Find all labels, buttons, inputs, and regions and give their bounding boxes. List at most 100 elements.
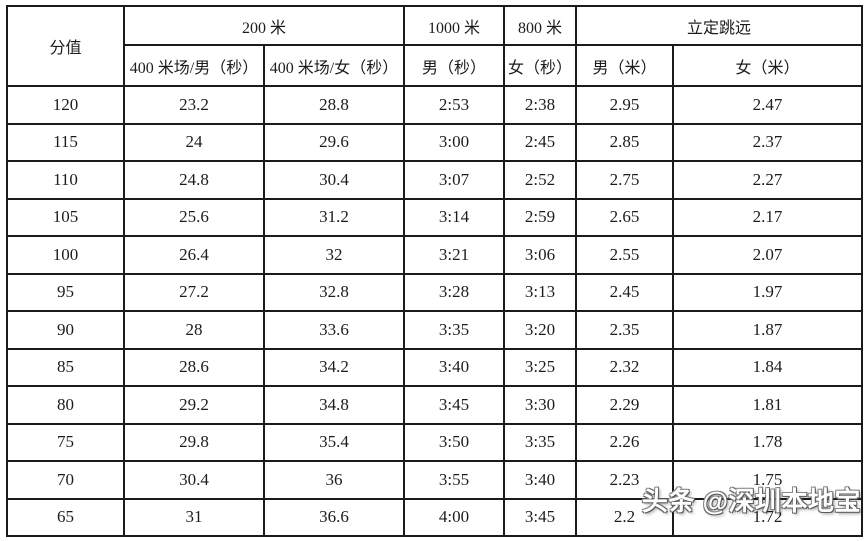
- table-row: 65 31 36.6 4:00 3:45 2.2 1.72: [6, 497, 864, 537]
- value-cell: 33.6: [262, 310, 406, 350]
- value-cell: 24: [123, 122, 265, 162]
- value-cell: 2.2: [575, 497, 675, 537]
- header-800m-female: 女（秒）: [503, 44, 578, 87]
- table-row: 90 28 33.6 3:35 3:20 2.35 1.87: [6, 310, 864, 350]
- header-group-800m: 800 米: [503, 5, 578, 46]
- score-cell: 75: [6, 422, 125, 462]
- score-cell: 80: [6, 385, 125, 425]
- value-cell: 3:40: [503, 460, 578, 500]
- value-cell: 1.75: [672, 460, 864, 500]
- value-cell: 26.4: [123, 235, 265, 275]
- value-cell: 2.45: [575, 272, 675, 312]
- value-cell: 32: [262, 235, 406, 275]
- value-cell: 35.4: [262, 422, 406, 462]
- value-cell: 31.2: [262, 197, 406, 237]
- value-cell: 2.26: [575, 422, 675, 462]
- value-cell: 3:35: [403, 310, 506, 350]
- header-score: 分值: [6, 5, 125, 87]
- table-row: 105 25.6 31.2 3:14 2:59 2.65 2.17: [6, 197, 864, 237]
- value-cell: 2.75: [575, 160, 675, 200]
- value-cell: 3:30: [503, 385, 578, 425]
- value-cell: 2.07: [672, 235, 864, 275]
- value-cell: 30.4: [262, 160, 406, 200]
- value-cell: 3:14: [403, 197, 506, 237]
- value-cell: 29.8: [123, 422, 265, 462]
- value-cell: 2.27: [672, 160, 864, 200]
- score-cell: 100: [6, 235, 125, 275]
- score-cell: 120: [6, 85, 125, 125]
- value-cell: 29.6: [262, 122, 406, 162]
- value-cell: 3:21: [403, 235, 506, 275]
- value-cell: 3:45: [403, 385, 506, 425]
- score-table: 分值 200 米 1000 米 800 米 立定跳远 400 米场/男（秒） 4…: [6, 5, 864, 537]
- value-cell: 3:25: [503, 347, 578, 387]
- score-cell: 85: [6, 347, 125, 387]
- value-cell: 3:00: [403, 122, 506, 162]
- score-cell: 105: [6, 197, 125, 237]
- value-cell: 3:06: [503, 235, 578, 275]
- value-cell: 3:50: [403, 422, 506, 462]
- table-row: 95 27.2 32.8 3:28 3:13 2.45 1.97: [6, 272, 864, 312]
- value-cell: 28.8: [262, 85, 406, 125]
- value-cell: 31: [123, 497, 265, 537]
- value-cell: 3:20: [503, 310, 578, 350]
- header-1000m-male: 男（秒）: [403, 44, 506, 87]
- value-cell: 36.6: [262, 497, 406, 537]
- value-cell: 3:07: [403, 160, 506, 200]
- value-cell: 27.2: [123, 272, 265, 312]
- value-cell: 30.4: [123, 460, 265, 500]
- header-group-long-jump: 立定跳远: [575, 5, 864, 46]
- table-row: 110 24.8 30.4 3:07 2:52 2.75 2.27: [6, 160, 864, 200]
- value-cell: 1.87: [672, 310, 864, 350]
- value-cell: 3:13: [503, 272, 578, 312]
- value-cell: 2:45: [503, 122, 578, 162]
- value-cell: 24.8: [123, 160, 265, 200]
- value-cell: 3:28: [403, 272, 506, 312]
- table-row: 115 24 29.6 3:00 2:45 2.85 2.37: [6, 122, 864, 162]
- table-row: 85 28.6 34.2 3:40 3:25 2.32 1.84: [6, 347, 864, 387]
- table-row: 80 29.2 34.8 3:45 3:30 2.29 1.81: [6, 385, 864, 425]
- value-cell: 25.6: [123, 197, 265, 237]
- value-cell: 2.65: [575, 197, 675, 237]
- score-cell: 65: [6, 497, 125, 537]
- value-cell: 34.8: [262, 385, 406, 425]
- value-cell: 2:53: [403, 85, 506, 125]
- value-cell: 2.95: [575, 85, 675, 125]
- value-cell: 2.37: [672, 122, 864, 162]
- value-cell: 3:35: [503, 422, 578, 462]
- value-cell: 34.2: [262, 347, 406, 387]
- score-cell: 90: [6, 310, 125, 350]
- header-group-1000m: 1000 米: [403, 5, 506, 46]
- value-cell: 2.85: [575, 122, 675, 162]
- value-cell: 2.55: [575, 235, 675, 275]
- value-cell: 28: [123, 310, 265, 350]
- value-cell: 2.32: [575, 347, 675, 387]
- value-cell: 2:52: [503, 160, 578, 200]
- value-cell: 2.23: [575, 460, 675, 500]
- value-cell: 1.97: [672, 272, 864, 312]
- value-cell: 36: [262, 460, 406, 500]
- header-sub-row: 400 米场/男（秒） 400 米场/女（秒） 男（秒） 女（秒） 男（米） 女…: [7, 44, 864, 87]
- value-cell: 2:59: [503, 197, 578, 237]
- value-cell: 1.72: [672, 497, 864, 537]
- value-cell: 28.6: [123, 347, 265, 387]
- value-cell: 4:00: [403, 497, 506, 537]
- value-cell: 29.2: [123, 385, 265, 425]
- value-cell: 23.2: [123, 85, 265, 125]
- score-cell: 70: [6, 460, 125, 500]
- value-cell: 2.35: [575, 310, 675, 350]
- table-row: 75 29.8 35.4 3:50 3:35 2.26 1.78: [6, 422, 864, 462]
- table-row: 120 23.2 28.8 2:53 2:38 2.95 2.47: [6, 85, 864, 125]
- header-group-row: 分值 200 米 1000 米 800 米 立定跳远: [6, 5, 864, 87]
- value-cell: 32.8: [262, 272, 406, 312]
- header-400m-female: 400 米场/女（秒）: [262, 44, 406, 87]
- value-cell: 2.47: [672, 85, 864, 125]
- value-cell: 3:55: [403, 460, 506, 500]
- value-cell: 2.17: [672, 197, 864, 237]
- value-cell: 1.78: [672, 422, 864, 462]
- score-cell: 95: [6, 272, 125, 312]
- header-400m-male: 400 米场/男（秒）: [123, 44, 265, 87]
- value-cell: 1.81: [672, 385, 864, 425]
- table-row: 100 26.4 32 3:21 3:06 2.55 2.07: [6, 235, 864, 275]
